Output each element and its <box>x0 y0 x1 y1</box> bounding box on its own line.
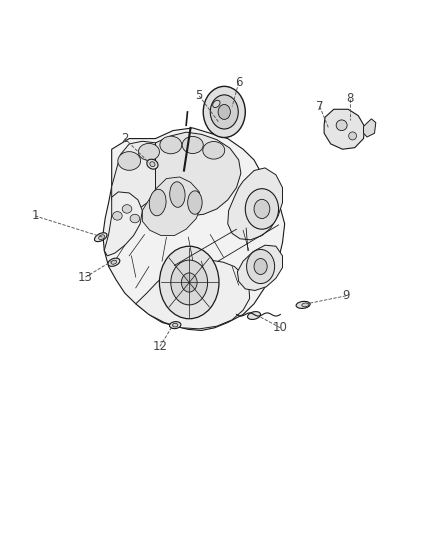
Ellipse shape <box>138 143 159 160</box>
Ellipse shape <box>111 260 117 264</box>
Text: 7: 7 <box>316 100 324 113</box>
Circle shape <box>181 273 197 292</box>
Polygon shape <box>237 245 283 290</box>
Text: 5: 5 <box>196 90 203 102</box>
Ellipse shape <box>173 323 178 327</box>
Circle shape <box>210 95 238 129</box>
Ellipse shape <box>349 132 357 140</box>
Ellipse shape <box>149 189 166 216</box>
Ellipse shape <box>122 205 132 213</box>
Ellipse shape <box>95 233 107 241</box>
Ellipse shape <box>296 301 310 309</box>
Ellipse shape <box>113 212 122 220</box>
Ellipse shape <box>170 321 181 329</box>
Ellipse shape <box>147 159 158 169</box>
Polygon shape <box>142 177 201 236</box>
Circle shape <box>254 259 267 274</box>
Text: 10: 10 <box>273 321 288 334</box>
Ellipse shape <box>99 235 105 239</box>
Ellipse shape <box>130 214 140 223</box>
Polygon shape <box>136 260 250 329</box>
Text: 2: 2 <box>121 132 129 145</box>
Text: 8: 8 <box>347 92 354 105</box>
Circle shape <box>159 246 219 319</box>
Text: 9: 9 <box>342 289 350 302</box>
Circle shape <box>245 189 279 229</box>
Ellipse shape <box>203 142 225 159</box>
Ellipse shape <box>160 136 182 154</box>
Ellipse shape <box>213 100 220 108</box>
Ellipse shape <box>108 258 120 266</box>
Polygon shape <box>228 168 283 240</box>
Ellipse shape <box>247 312 261 319</box>
Circle shape <box>254 199 270 219</box>
Text: 13: 13 <box>78 271 93 284</box>
Text: 6: 6 <box>235 76 243 89</box>
Ellipse shape <box>118 152 141 171</box>
Ellipse shape <box>182 136 203 154</box>
Polygon shape <box>324 109 364 149</box>
Polygon shape <box>364 119 376 137</box>
Ellipse shape <box>170 182 185 207</box>
Circle shape <box>218 104 230 119</box>
Text: 12: 12 <box>152 340 167 353</box>
Ellipse shape <box>302 303 309 307</box>
Polygon shape <box>112 141 169 211</box>
Polygon shape <box>104 192 142 256</box>
Polygon shape <box>155 132 241 216</box>
Circle shape <box>171 260 208 305</box>
Text: 1: 1 <box>31 209 39 222</box>
Ellipse shape <box>150 161 155 167</box>
Polygon shape <box>103 128 285 330</box>
Circle shape <box>203 86 245 138</box>
Ellipse shape <box>187 191 202 214</box>
Ellipse shape <box>336 120 347 131</box>
Circle shape <box>247 249 275 284</box>
